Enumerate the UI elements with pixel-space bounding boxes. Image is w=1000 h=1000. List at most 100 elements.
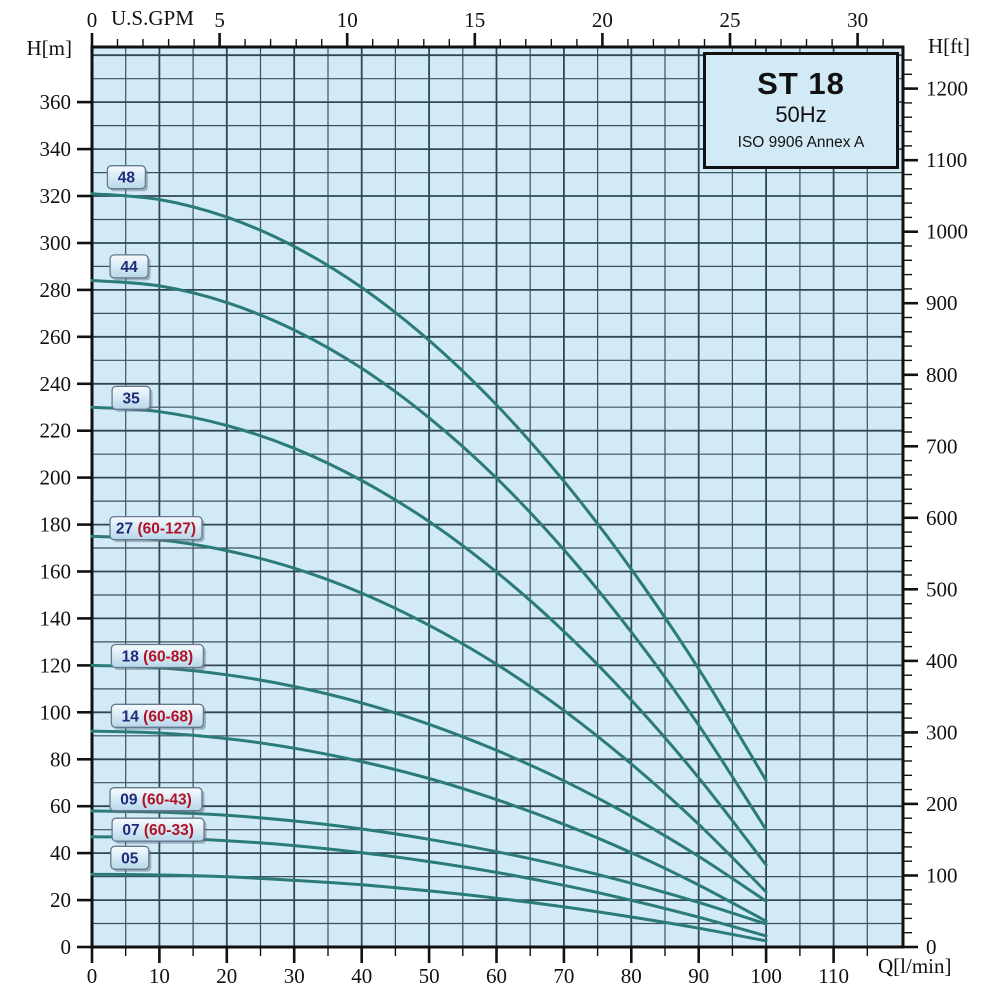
- tick-label: 300: [926, 720, 958, 744]
- tick-label: 60: [486, 964, 507, 988]
- tick-label: 100: [926, 864, 958, 888]
- tick-label: 280: [40, 278, 72, 302]
- tick-label: 320: [40, 184, 72, 208]
- tick-label: 80: [50, 747, 71, 771]
- curve-label-text: 44: [120, 259, 138, 276]
- tick-label: 60: [50, 794, 71, 818]
- tick-label: 40: [50, 841, 71, 865]
- curve-label-14: 14 (60-68): [110, 703, 206, 730]
- tick-label: 30: [284, 964, 305, 988]
- tick-label: 25: [720, 8, 741, 32]
- right-axis-title: H[ft]: [928, 34, 970, 58]
- pump-curve-09: [90, 809, 768, 926]
- curve-label-text: 05: [121, 850, 139, 867]
- tick-label: 400: [926, 649, 958, 673]
- curve-label-box: [109, 515, 203, 541]
- pump-model: ST 18: [757, 66, 845, 101]
- curve-label-text: 35: [122, 390, 140, 407]
- pump-curve-05: [90, 872, 768, 943]
- tick-label: 260: [40, 325, 72, 349]
- curve-label-text: 14 (60-68): [122, 708, 194, 725]
- tick-label: 1000: [926, 220, 968, 244]
- tick-label: 1200: [926, 77, 968, 101]
- grid: [92, 47, 903, 947]
- tick-label: 600: [926, 506, 958, 530]
- pump-curve-27: [90, 534, 768, 894]
- tick-label: 700: [926, 434, 958, 458]
- tick-label: 120: [40, 653, 72, 677]
- pump-curves: [90, 192, 768, 943]
- curve-label-box: [111, 817, 205, 842]
- curve-label-box: [111, 385, 151, 410]
- curve-label-09: 09 (60-43): [109, 787, 205, 814]
- tick-label: 110: [818, 964, 849, 988]
- tick-label: 160: [40, 560, 72, 584]
- tick-label: 800: [926, 363, 958, 387]
- curve-label-text: 09 (60-43): [120, 792, 192, 809]
- tick-label: 300: [40, 231, 72, 255]
- tick-label: 10: [149, 964, 170, 988]
- tick-label: 0: [87, 8, 98, 32]
- curve-label-text: 18 (60-88): [122, 649, 194, 666]
- curve-label-07: 07 (60-33): [111, 817, 207, 844]
- left-axis-title: H[m]: [26, 36, 73, 60]
- tick-label: 20: [216, 964, 237, 988]
- tick-label: 20: [50, 888, 71, 912]
- curve-label-box: [106, 165, 147, 190]
- curve-labels: 48 44 35 27 (60-127) 18 (60-88) 14 (60-68) 09 …: [106, 165, 207, 872]
- pump-standard: ISO 9906 Annex A: [737, 134, 865, 152]
- tick-label: 220: [40, 419, 72, 443]
- tick-label: 200: [40, 466, 72, 490]
- pump-curve-48: [90, 192, 768, 782]
- tick-label: 80: [621, 964, 642, 988]
- pump-curve-35: [90, 405, 768, 867]
- curve-label-27: 27 (60-127): [109, 515, 205, 543]
- curve-label-48: 48: [106, 165, 148, 192]
- tick-label: 900: [926, 291, 958, 315]
- curve-label-text: 27 (60-127): [116, 521, 196, 538]
- pump-curve-44: [90, 279, 768, 832]
- tick-label: 70: [553, 964, 574, 988]
- curve-label-text: 07 (60-33): [122, 822, 194, 839]
- curve-label-text: 48: [118, 170, 136, 187]
- tick-label: 240: [40, 372, 72, 396]
- tick-label: 140: [40, 606, 72, 630]
- pump-curve-07: [90, 835, 768, 938]
- curve-label-35: 35: [111, 385, 153, 412]
- tick-label: 90: [688, 964, 709, 988]
- tick-label: 500: [926, 577, 958, 601]
- curve-label-18: 18 (60-88): [110, 643, 206, 670]
- tick-label: 100: [40, 700, 72, 724]
- curve-label-05: 05: [110, 845, 152, 872]
- tick-label: 0: [926, 935, 937, 959]
- curve-label-box: [109, 787, 203, 812]
- tick-label: 30: [847, 8, 868, 32]
- tick-label: 200: [926, 792, 958, 816]
- tick-label: 1100: [926, 148, 967, 172]
- tick-label: 5: [214, 8, 225, 32]
- pump-curve-18: [90, 663, 768, 903]
- pump-frequency: 50Hz: [775, 102, 827, 128]
- curve-label-box: [110, 845, 150, 870]
- tick-label: 340: [40, 137, 72, 161]
- tick-label: 180: [40, 513, 72, 537]
- tick-label: 360: [40, 90, 72, 114]
- top-axis-title: U.S.GPM: [111, 6, 194, 30]
- title-box: ST 18 50Hz ISO 9906 Annex A: [703, 52, 899, 169]
- curve-label-box: [110, 643, 205, 669]
- tick-label: 15: [464, 8, 485, 32]
- axis-ticks: [77, 33, 918, 963]
- bottom-axis-title: Q[l/min]: [878, 954, 952, 978]
- tick-label: 20: [592, 8, 613, 32]
- plot-area: [92, 47, 903, 947]
- tick-label: 10: [337, 8, 358, 32]
- tick-label: 50: [419, 964, 440, 988]
- tick-label: 0: [61, 935, 72, 959]
- tick-label: 100: [750, 964, 782, 988]
- curve-label-44: 44: [109, 254, 151, 281]
- curve-label-box: [109, 254, 149, 279]
- tick-label: 40: [351, 964, 372, 988]
- curve-label-box: [110, 703, 205, 728]
